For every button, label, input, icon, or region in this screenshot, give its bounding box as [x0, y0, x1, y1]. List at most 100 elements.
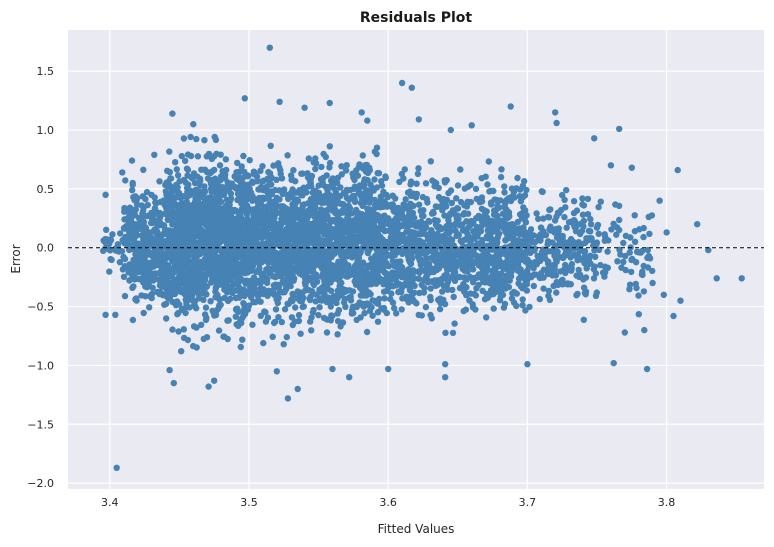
- data-point: [355, 220, 363, 228]
- data-point: [211, 166, 218, 174]
- data-point: [166, 148, 173, 155]
- data-point: [169, 326, 176, 333]
- data-point: [476, 214, 483, 221]
- data-point: [356, 210, 363, 217]
- data-point: [151, 270, 159, 277]
- data-point: [212, 136, 220, 144]
- data-points: [100, 44, 745, 471]
- data-point: [507, 273, 515, 280]
- data-point: [525, 236, 532, 244]
- outlier-point: [447, 126, 454, 134]
- data-point: [418, 281, 425, 288]
- data-point: [356, 182, 363, 189]
- data-point: [212, 264, 220, 271]
- data-point: [142, 273, 150, 280]
- data-point: [136, 223, 144, 230]
- data-point: [366, 164, 373, 171]
- data-point: [551, 269, 558, 276]
- y-tick-label: 1.5: [37, 65, 55, 78]
- data-point: [240, 249, 247, 257]
- data-point: [217, 226, 224, 233]
- data-point: [184, 238, 191, 245]
- data-point: [124, 206, 132, 214]
- data-point: [601, 263, 609, 270]
- data-point: [323, 172, 330, 179]
- data-point: [184, 263, 191, 270]
- data-point: [197, 182, 204, 189]
- data-point: [372, 224, 379, 231]
- data-point: [182, 157, 189, 165]
- data-point: [235, 294, 243, 301]
- data-point: [491, 260, 498, 267]
- data-point: [466, 297, 473, 304]
- data-point: [422, 274, 430, 282]
- outlier-point: [211, 377, 218, 384]
- data-point: [173, 298, 181, 305]
- data-point: [106, 268, 113, 275]
- data-point: [318, 199, 325, 206]
- data-point: [432, 243, 439, 250]
- data-point: [145, 239, 153, 247]
- data-point: [337, 192, 344, 199]
- data-point: [252, 298, 259, 306]
- data-point: [151, 205, 159, 212]
- data-point: [496, 285, 504, 292]
- data-point: [300, 268, 308, 275]
- outlier-point: [273, 368, 280, 375]
- data-point: [539, 188, 546, 195]
- data-point: [450, 293, 457, 301]
- data-point: [131, 240, 138, 247]
- data-point: [620, 239, 627, 247]
- data-point: [217, 151, 224, 158]
- data-point: [401, 217, 408, 225]
- x-tick-label: 3.5: [240, 496, 258, 509]
- data-point: [149, 284, 156, 291]
- data-point: [250, 274, 258, 281]
- data-point: [557, 206, 565, 214]
- data-point: [174, 172, 182, 179]
- data-point: [448, 199, 455, 207]
- data-point: [360, 292, 367, 299]
- data-point: [375, 170, 383, 177]
- data-point: [109, 231, 116, 238]
- data-point: [580, 223, 587, 230]
- data-point: [318, 263, 326, 270]
- data-point: [265, 168, 272, 176]
- data-point: [202, 304, 210, 311]
- data-point: [342, 303, 349, 310]
- data-point: [453, 249, 461, 257]
- data-point: [227, 210, 234, 217]
- data-point: [557, 241, 564, 248]
- data-point: [276, 187, 283, 194]
- outlier-point: [738, 275, 745, 282]
- data-point: [374, 318, 382, 325]
- data-point: [646, 230, 653, 237]
- data-point: [396, 212, 403, 219]
- data-point: [493, 240, 501, 248]
- data-point: [259, 231, 266, 238]
- data-point: [424, 199, 431, 206]
- data-point: [391, 305, 398, 312]
- data-point: [331, 250, 338, 257]
- data-point: [446, 229, 453, 237]
- data-point: [509, 290, 516, 297]
- outlier-point: [660, 291, 667, 298]
- data-point: [233, 321, 240, 328]
- outlier-point: [276, 98, 283, 106]
- data-point: [356, 188, 363, 196]
- data-point: [259, 163, 266, 170]
- data-point: [353, 239, 360, 246]
- data-point: [163, 251, 170, 258]
- data-point: [315, 189, 323, 196]
- data-point: [194, 204, 201, 211]
- data-point: [233, 274, 241, 281]
- data-point: [286, 278, 293, 286]
- data-point: [189, 265, 196, 272]
- data-point: [248, 227, 256, 234]
- outlier-point: [169, 110, 176, 117]
- data-point: [191, 288, 198, 295]
- data-point: [292, 212, 299, 219]
- data-point: [582, 254, 590, 261]
- outlier-point: [656, 197, 663, 204]
- data-point: [189, 234, 197, 242]
